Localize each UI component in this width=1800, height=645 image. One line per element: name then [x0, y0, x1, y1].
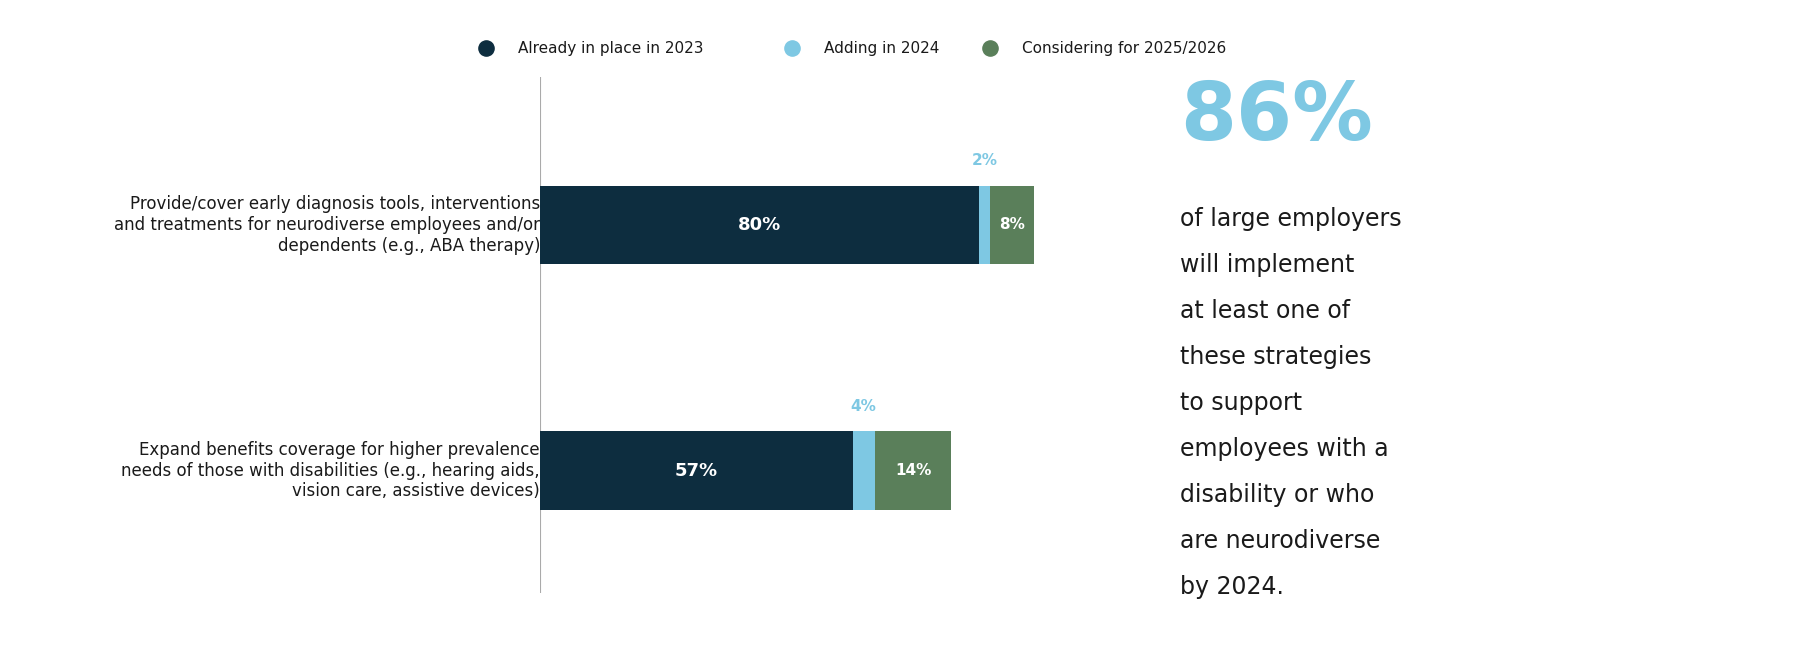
Text: employees with a: employees with a	[1181, 437, 1388, 461]
Text: Provide/cover early diagnosis tools, interventions
and treatments for neurodiver: Provide/cover early diagnosis tools, int…	[113, 195, 540, 255]
Text: Adding in 2024: Adding in 2024	[824, 41, 940, 56]
Bar	[540, 432, 853, 510]
Text: to support: to support	[1181, 391, 1301, 415]
Text: these strategies: these strategies	[1181, 345, 1372, 369]
Text: 57%: 57%	[675, 462, 718, 479]
Text: 4%: 4%	[851, 399, 877, 414]
Text: will implement: will implement	[1181, 253, 1354, 277]
Bar	[853, 432, 875, 510]
Point	[472, 43, 500, 54]
Bar	[979, 186, 990, 264]
Text: 80%: 80%	[738, 216, 781, 234]
Text: 8%: 8%	[999, 217, 1024, 232]
Text: disability or who: disability or who	[1181, 483, 1373, 507]
Bar	[875, 432, 952, 510]
Text: Expand benefits coverage for higher prevalence
needs of those with disabilities : Expand benefits coverage for higher prev…	[121, 441, 540, 501]
Text: 86%: 86%	[1181, 79, 1373, 157]
Point	[778, 43, 806, 54]
Bar	[990, 186, 1033, 264]
Text: 2%: 2%	[972, 154, 997, 168]
Text: Considering for 2025/2026: Considering for 2025/2026	[1022, 41, 1226, 56]
Text: of large employers: of large employers	[1181, 207, 1402, 231]
Text: Already in place in 2023: Already in place in 2023	[518, 41, 704, 56]
Point	[976, 43, 1004, 54]
Text: at least one of: at least one of	[1181, 299, 1350, 323]
Text: by 2024.: by 2024.	[1181, 575, 1283, 599]
Text: 14%: 14%	[895, 463, 931, 478]
Bar	[540, 186, 979, 264]
Text: are neurodiverse: are neurodiverse	[1181, 529, 1381, 553]
